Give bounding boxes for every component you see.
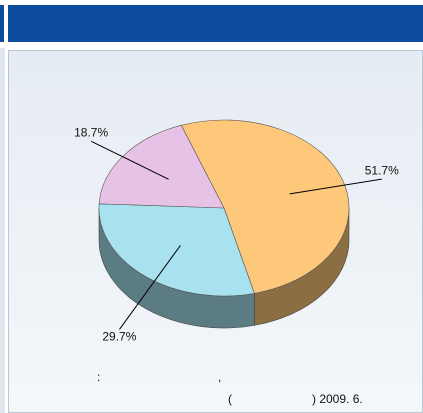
pie-chart: 51.7% 29.7% 18.7% xyxy=(74,119,399,344)
data-label: 51.7% xyxy=(365,163,399,177)
leader-line xyxy=(90,140,169,180)
header-edge xyxy=(0,5,4,42)
source-note: : xyxy=(97,370,100,384)
source-note: , xyxy=(218,370,221,384)
side-strip xyxy=(0,48,5,413)
source-note: ) 2009. 6. xyxy=(312,392,363,406)
leader-line xyxy=(289,178,382,195)
pie-slice xyxy=(180,119,350,294)
pie-slice xyxy=(98,124,225,209)
leader-line xyxy=(118,245,181,330)
header-bar xyxy=(8,5,423,42)
source-note: ( xyxy=(228,392,232,406)
data-label: 29.7% xyxy=(102,330,136,344)
data-label: 18.7% xyxy=(74,125,108,139)
